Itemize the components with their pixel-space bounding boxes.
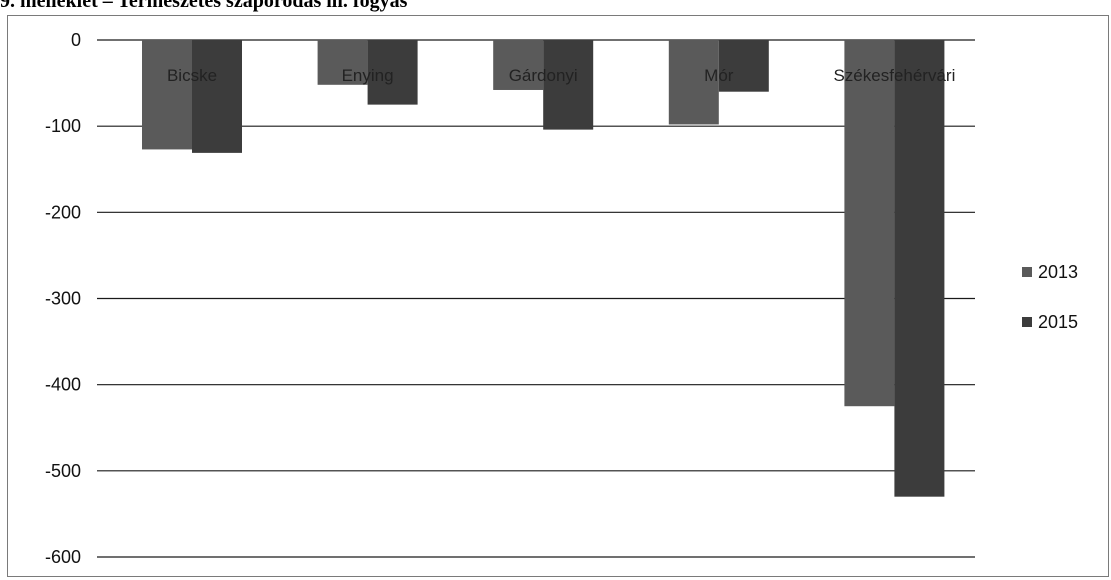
legend-label: 2015	[1038, 312, 1078, 332]
y-tick-label: -100	[45, 116, 81, 136]
bar-2013-mór	[668, 40, 719, 125]
bar-2013-székesfehérvári	[844, 40, 895, 407]
chart-caption: 9. melléklet – Természetes szaporodás il…	[0, 0, 408, 12]
category-label: Enying	[342, 66, 394, 85]
legend-label: 2013	[1038, 262, 1078, 282]
bar-2015-bicske	[192, 40, 242, 153]
bar-2013-enying	[317, 40, 368, 85]
y-tick-label: 0	[71, 30, 81, 50]
y-tick-label: -200	[45, 202, 81, 222]
bar-2015-székesfehérvári	[894, 40, 945, 497]
category-label: Mór	[704, 66, 734, 85]
y-tick-label: -400	[45, 375, 81, 395]
category-label: Bicske	[167, 66, 217, 85]
bars	[142, 40, 945, 497]
legend-swatch	[1022, 317, 1032, 327]
legend-swatch	[1022, 267, 1032, 277]
bar-2013-gárdonyi	[493, 40, 544, 90]
bar-2015-mór	[718, 40, 769, 92]
bar-2015-enying	[367, 40, 418, 105]
y-tick-label: -600	[45, 547, 81, 567]
bar-2015-gárdonyi	[543, 40, 594, 130]
category-label: Székesfehérvári	[833, 66, 955, 85]
category-labels: Bicske Enying Gárdonyi Mór Székesfehérvári	[167, 66, 955, 85]
legend: 2013 2015	[1022, 262, 1078, 332]
y-axis: 0 -100 -200 -300 -400 -500 -600	[45, 30, 81, 567]
bar-2013-bicske	[142, 40, 192, 150]
y-tick-label: -500	[45, 461, 81, 481]
y-tick-label: -300	[45, 289, 81, 309]
category-label: Gárdonyi	[509, 66, 578, 85]
